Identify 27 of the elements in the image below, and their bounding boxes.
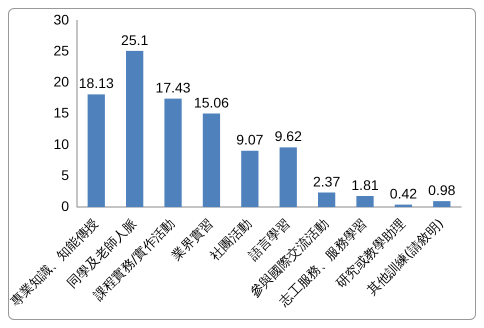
bar: [318, 192, 336, 208]
bar: [202, 113, 220, 208]
bar: [126, 50, 144, 208]
bar: [164, 98, 182, 208]
y-tick-label: 0: [61, 198, 70, 214]
data-label: 15.06: [194, 94, 230, 110]
bar: [433, 201, 450, 208]
data-label: 0.98: [428, 182, 456, 198]
bar: [356, 196, 374, 208]
data-label: 0.42: [390, 185, 418, 202]
data-label: 9.62: [274, 128, 302, 144]
y-tick-label: 20: [53, 74, 70, 90]
bar: [280, 147, 297, 208]
y-tick-label: 30: [53, 11, 70, 28]
data-label: 2.37: [312, 173, 340, 190]
data-label: 18.13: [78, 75, 114, 92]
bar: [88, 94, 105, 208]
y-tick-label: 5: [61, 166, 70, 183]
data-label: 1.81: [351, 176, 379, 193]
y-tick-label: 10: [53, 136, 70, 152]
data-label: 17.43: [156, 80, 191, 96]
y-tick-label: 25: [53, 42, 70, 58]
bar: [394, 204, 412, 208]
bar: [241, 150, 258, 208]
y-tick-label: 15: [53, 104, 70, 121]
data-label: 25.1: [121, 32, 148, 48]
data-label: 9.07: [236, 132, 264, 148]
